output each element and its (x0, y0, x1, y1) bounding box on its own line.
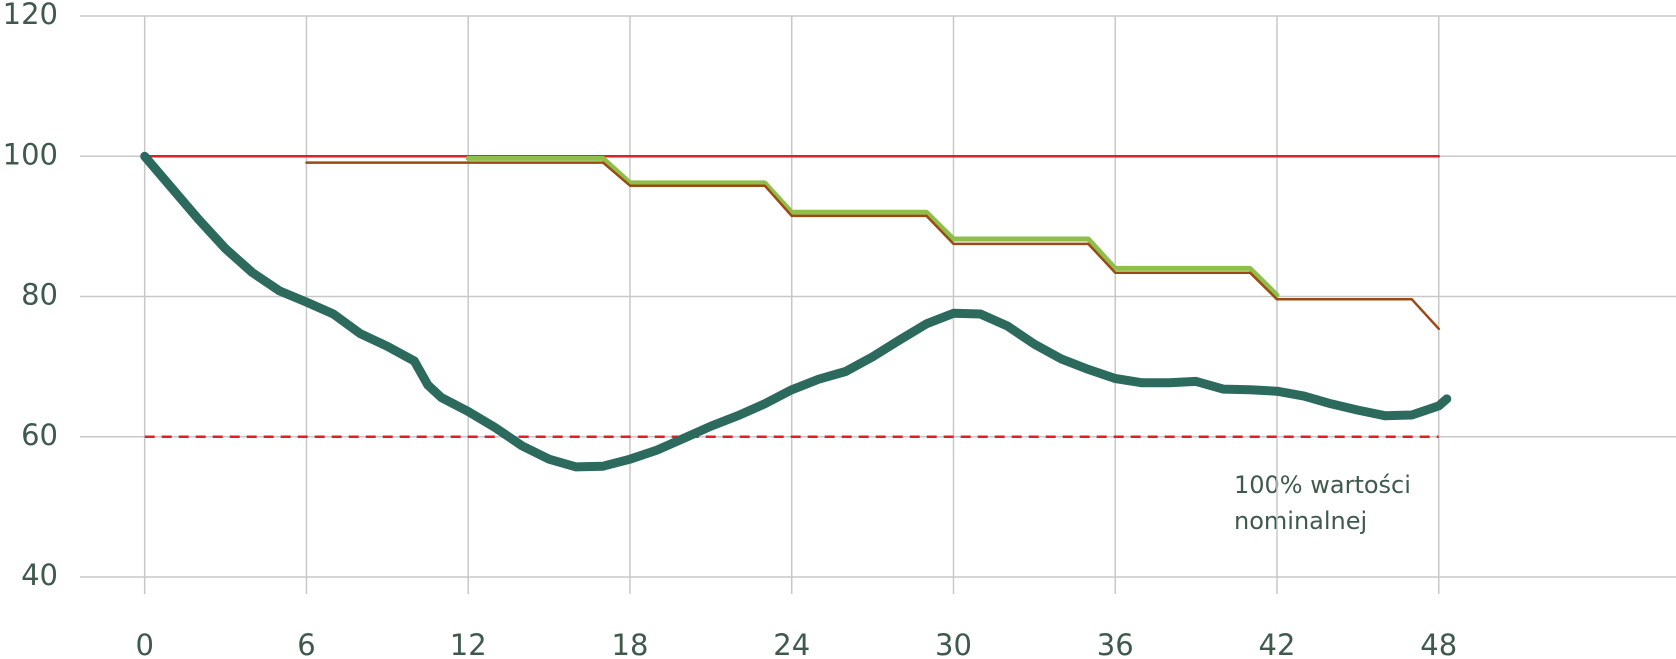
x-tick-label: 0 (135, 628, 153, 659)
x-tick-label: 42 (1259, 628, 1296, 659)
annotation-line: nominalnej (1234, 507, 1367, 535)
y-tick-label: 120 (3, 0, 58, 31)
x-tick-label: 12 (450, 628, 487, 659)
x-tick-label: 18 (612, 628, 649, 659)
series-line (305, 161, 1441, 331)
x-tick-label: 36 (1097, 628, 1134, 659)
series-line (465, 155, 1280, 298)
annotation-line: 100% wartości (1234, 471, 1411, 499)
x-tick-label: 6 (297, 628, 315, 659)
x-tick-label: 48 (1420, 628, 1457, 659)
y-tick-label: 80 (21, 278, 58, 312)
y-tick-label: 60 (21, 418, 58, 452)
x-tick-label: 24 (773, 628, 810, 659)
x-tick-label: 30 (935, 628, 972, 659)
y-tick-label: 40 (21, 558, 58, 592)
series-line (140, 151, 1452, 472)
y-tick-label: 100 (3, 137, 58, 171)
